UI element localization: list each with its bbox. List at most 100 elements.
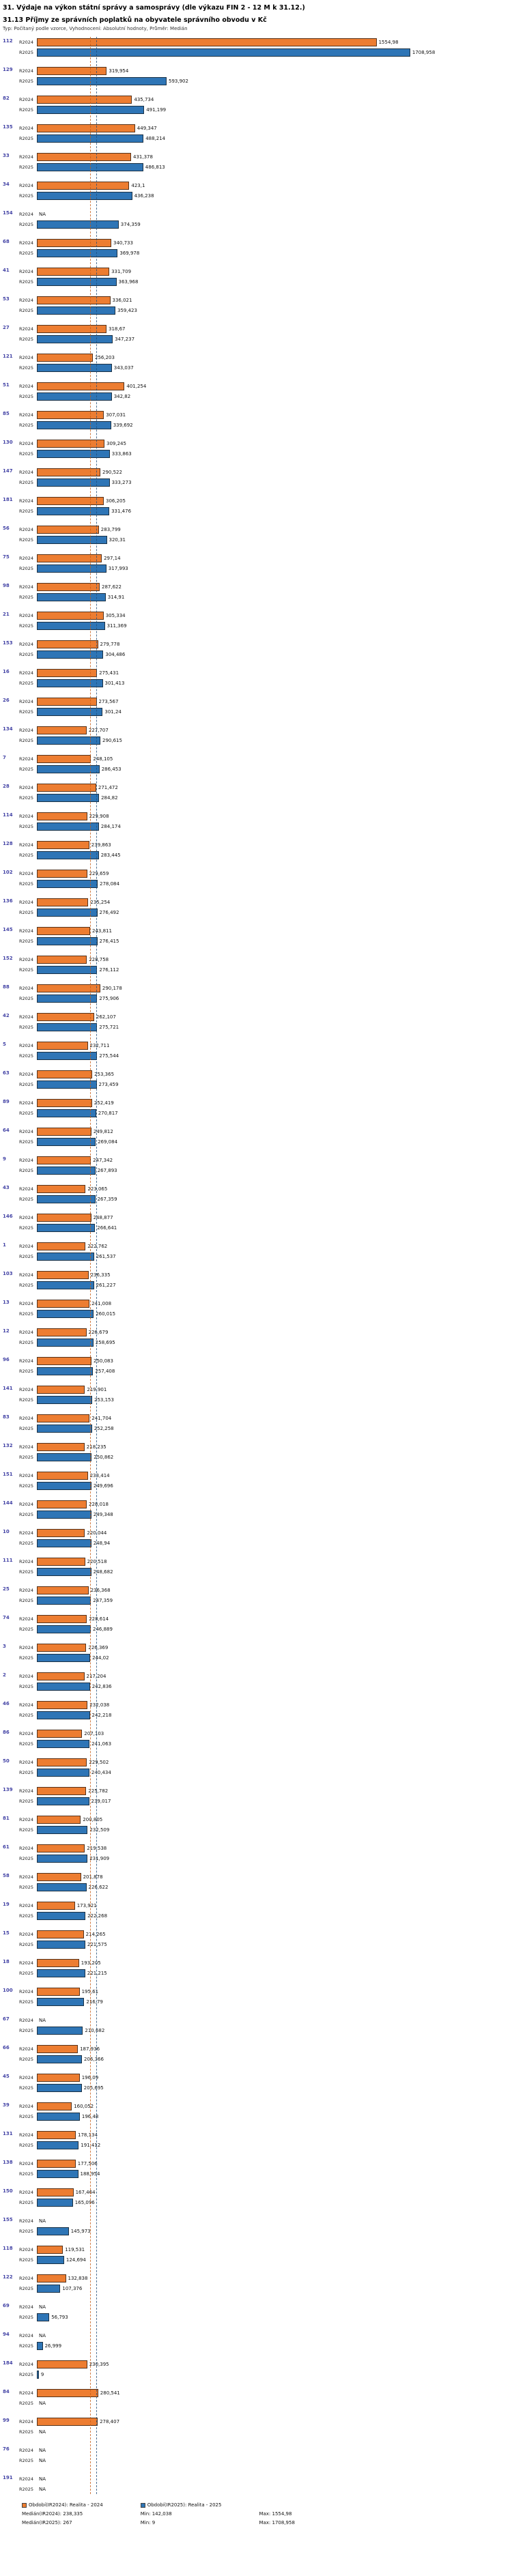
bar-r2025[interactable] bbox=[37, 191, 132, 200]
bar-r2025[interactable] bbox=[37, 1481, 91, 1490]
bar-r2024[interactable] bbox=[37, 296, 111, 304]
bar-r2025[interactable] bbox=[37, 850, 99, 859]
bar-r2025[interactable] bbox=[37, 793, 100, 802]
bar-r2025[interactable] bbox=[37, 678, 103, 687]
bar-r2024[interactable] bbox=[37, 668, 98, 677]
bar-r2024[interactable] bbox=[37, 353, 93, 362]
bar-r2025[interactable] bbox=[37, 2112, 80, 2121]
bar-r2025[interactable] bbox=[37, 764, 100, 773]
bar-r2025[interactable] bbox=[37, 1452, 92, 1461]
bar-r2025[interactable] bbox=[37, 1711, 90, 1719]
bar-r2025[interactable] bbox=[37, 1768, 89, 1777]
bar-r2024[interactable] bbox=[37, 1815, 81, 1824]
bar-r2024[interactable] bbox=[37, 640, 98, 648]
bar-r2025[interactable] bbox=[37, 2055, 82, 2063]
bar-r2025[interactable] bbox=[37, 134, 144, 143]
bar-r2024[interactable] bbox=[37, 1700, 88, 1709]
bar-r2025[interactable] bbox=[37, 277, 117, 286]
bar-r2024[interactable] bbox=[37, 124, 135, 132]
bar-r2025[interactable] bbox=[37, 363, 112, 372]
bar-r2025[interactable] bbox=[37, 535, 107, 544]
bar-r2024[interactable] bbox=[37, 95, 132, 104]
bar-r2024[interactable] bbox=[37, 783, 96, 792]
bar-r2024[interactable] bbox=[37, 1500, 87, 1508]
bar-r2025[interactable] bbox=[37, 650, 104, 659]
bar-r2025[interactable] bbox=[37, 1252, 94, 1261]
bar-r2024[interactable] bbox=[37, 1586, 89, 1594]
bar-r2025[interactable] bbox=[37, 1625, 91, 1633]
bar-r2025[interactable] bbox=[37, 822, 99, 831]
bar-r2025[interactable] bbox=[37, 707, 103, 716]
bar-r2024[interactable] bbox=[37, 898, 89, 906]
bar-r2024[interactable] bbox=[37, 2130, 76, 2139]
bar-r2024[interactable] bbox=[37, 2188, 74, 2196]
bar-r2025[interactable] bbox=[37, 564, 106, 573]
bar-r2024[interactable] bbox=[37, 955, 87, 964]
bar-r2025[interactable] bbox=[37, 1997, 85, 2006]
bar-r2025[interactable] bbox=[37, 1395, 92, 1404]
bar-r2024[interactable] bbox=[37, 582, 100, 591]
bar-r2024[interactable] bbox=[37, 1758, 87, 1766]
bar-r2025[interactable] bbox=[37, 2341, 43, 2350]
bar-r2024[interactable] bbox=[37, 840, 89, 849]
bar-r2024[interactable] bbox=[37, 152, 131, 161]
bar-r2025[interactable] bbox=[37, 220, 119, 229]
bar-r2025[interactable] bbox=[37, 2284, 61, 2293]
bar-r2024[interactable] bbox=[37, 984, 100, 992]
bar-r2025[interactable] bbox=[37, 2083, 82, 2092]
bar-r2024[interactable] bbox=[37, 1471, 88, 1480]
bar-r2025[interactable] bbox=[37, 1338, 94, 1347]
bar-r2025[interactable] bbox=[37, 306, 115, 315]
bar-r2025[interactable] bbox=[37, 248, 118, 257]
bar-r2025[interactable] bbox=[37, 1653, 91, 1662]
bar-r2025[interactable] bbox=[37, 76, 167, 85]
bar-r2025[interactable] bbox=[37, 1366, 94, 1375]
bar-r2025[interactable] bbox=[37, 48, 410, 57]
bar-r2025[interactable] bbox=[37, 2198, 73, 2207]
bar-r2024[interactable] bbox=[37, 1643, 87, 1652]
bar-r2025[interactable] bbox=[37, 1883, 87, 1891]
bar-r2025[interactable] bbox=[37, 1539, 91, 1547]
bar-r2024[interactable] bbox=[37, 1299, 90, 1308]
bar-r2024[interactable] bbox=[37, 439, 104, 448]
bar-r2024[interactable] bbox=[37, 1012, 94, 1021]
bar-r2024[interactable] bbox=[37, 2245, 63, 2254]
bar-r2024[interactable] bbox=[37, 1786, 87, 1795]
bar-r2025[interactable] bbox=[37, 1166, 96, 1175]
bar-r2024[interactable] bbox=[37, 2159, 76, 2168]
bar-r2025[interactable] bbox=[37, 1051, 98, 1060]
bar-r2025[interactable] bbox=[37, 1969, 85, 1977]
bar-r2025[interactable] bbox=[37, 1223, 96, 1232]
bar-r2024[interactable] bbox=[37, 525, 99, 534]
bar-r2024[interactable] bbox=[37, 1442, 85, 1451]
bar-r2025[interactable] bbox=[37, 392, 112, 401]
bar-r2025[interactable] bbox=[37, 506, 110, 515]
bar-r2024[interactable] bbox=[37, 1930, 84, 1938]
bar-r2024[interactable] bbox=[37, 1528, 85, 1537]
bar-r2024[interactable] bbox=[37, 2044, 79, 2053]
bar-r2025[interactable] bbox=[37, 1022, 98, 1031]
bar-r2024[interactable] bbox=[37, 1385, 85, 1394]
bar-r2024[interactable] bbox=[37, 1356, 91, 1365]
bar-r2025[interactable] bbox=[37, 478, 110, 487]
bar-r2024[interactable] bbox=[37, 1127, 91, 1136]
bar-r2024[interactable] bbox=[37, 926, 90, 935]
bar-r2024[interactable] bbox=[37, 1672, 85, 1680]
bar-r2024[interactable] bbox=[37, 181, 130, 190]
bar-r2024[interactable] bbox=[37, 1872, 81, 1881]
bar-r2025[interactable] bbox=[37, 2255, 64, 2264]
bar-r2024[interactable] bbox=[37, 238, 111, 247]
bar-r2025[interactable] bbox=[37, 2026, 83, 2035]
bar-r2025[interactable] bbox=[37, 1567, 91, 1576]
bar-r2024[interactable] bbox=[37, 2274, 66, 2282]
bar-r2025[interactable] bbox=[37, 1940, 85, 1949]
bar-r2025[interactable] bbox=[37, 1825, 88, 1834]
bar-r2024[interactable] bbox=[37, 2417, 98, 2426]
bar-r2025[interactable] bbox=[37, 1194, 96, 1203]
bar-r2025[interactable] bbox=[37, 2313, 50, 2321]
bar-r2024[interactable] bbox=[37, 382, 125, 390]
bar-r2024[interactable] bbox=[37, 1901, 75, 1910]
bar-r2024[interactable] bbox=[37, 410, 104, 419]
bar-r2025[interactable] bbox=[37, 621, 105, 630]
bar-r2024[interactable] bbox=[37, 267, 110, 276]
